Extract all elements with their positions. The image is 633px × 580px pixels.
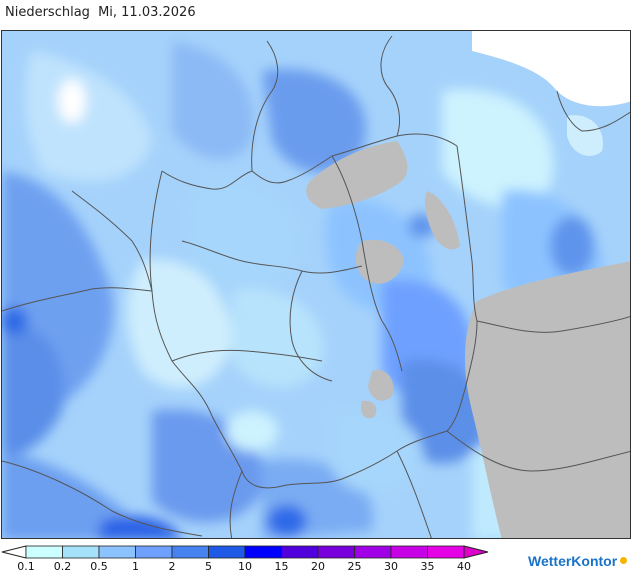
- legend-tick-label: 35: [420, 560, 435, 573]
- legend-bin: [135, 545, 173, 559]
- logo-text: WetterKontor: [528, 553, 618, 569]
- map-canvas: [2, 31, 630, 538]
- legend-arrow-high: [463, 545, 489, 559]
- legend-bin: [98, 545, 136, 559]
- color-legend: 0.1 0.2 0.5 1 2 5 10 15 20 25 30 35 40: [0, 543, 500, 580]
- legend-bin: [62, 545, 100, 559]
- forecast-date: Mi, 11.03.2026: [98, 5, 196, 20]
- legend-tick-label: 40: [457, 560, 471, 573]
- legend-tick-label: 30: [384, 560, 398, 573]
- legend-tick-label: 10: [238, 560, 252, 573]
- product-name: Niederschlag: [5, 5, 90, 20]
- legend-tick-label: 20: [311, 560, 325, 573]
- borders: [2, 35, 630, 538]
- legend-bin: [427, 545, 465, 559]
- legend-tick-label: 1: [132, 560, 139, 573]
- legend-tick-label: 15: [274, 560, 289, 573]
- legend-bin: [317, 545, 355, 559]
- legend-tick-label: 0.2: [53, 560, 72, 573]
- legend-tick-label: 0.5: [90, 560, 108, 573]
- legend-color-bar: [1, 545, 489, 559]
- dry-areas: [306, 31, 630, 538]
- legend-arrow-low: [1, 545, 27, 559]
- legend-bin: [171, 545, 209, 559]
- legend-tick-label: 2: [168, 560, 176, 573]
- legend-tick-label: 25: [347, 560, 362, 573]
- legend-bin: [25, 545, 63, 559]
- map-title: Niederschlag Mi, 11.03.2026: [5, 5, 196, 20]
- legend-bin: [281, 545, 319, 559]
- legend-bin: [208, 545, 246, 559]
- sun-icon: [620, 557, 628, 564]
- legend-bin: [354, 545, 392, 559]
- legend-bin: [244, 545, 282, 559]
- legend-bin: [390, 545, 428, 559]
- wetterkontor-logo[interactable]: WetterKontor: [528, 553, 628, 569]
- legend-tick-label: 5: [205, 560, 212, 573]
- precipitation-map: [1, 30, 631, 539]
- legend-tick-label: 0.1: [17, 560, 35, 573]
